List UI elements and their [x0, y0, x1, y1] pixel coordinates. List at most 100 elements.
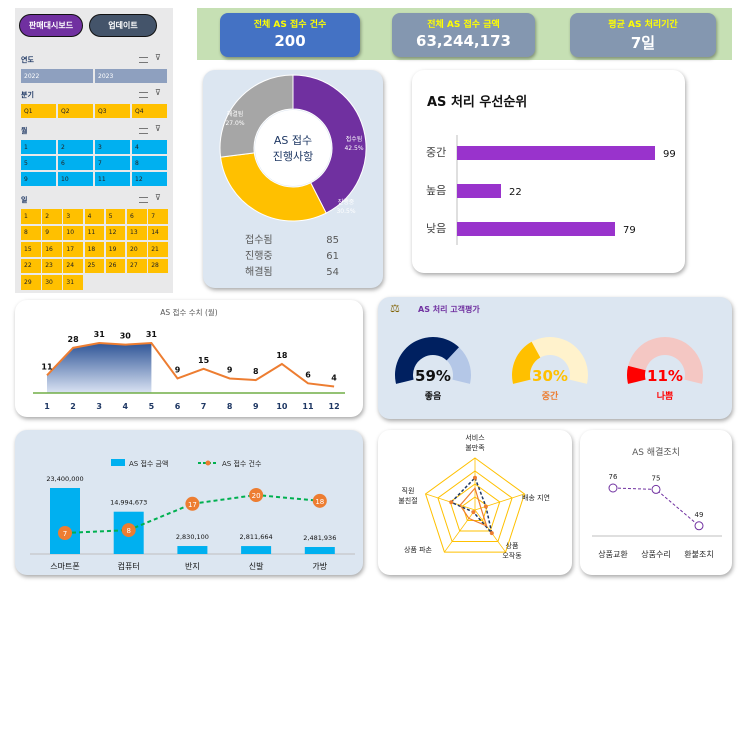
category-label: 높음 — [426, 184, 446, 197]
quarter-slicer-item[interactable]: Q2 — [58, 104, 93, 118]
gauge-category-label: 나쁨 — [657, 390, 674, 402]
multi-select-icon[interactable] — [139, 57, 148, 63]
radar-point — [473, 475, 477, 480]
year-slicer-item[interactable]: 2022 — [21, 69, 93, 83]
day-slicer-item[interactable]: 19 — [105, 242, 126, 257]
count-marker — [249, 488, 264, 502]
day-slicer-item[interactable]: 10 — [63, 225, 83, 240]
day-slicer-item[interactable]: 31 — [63, 275, 83, 290]
day-slicer-item[interactable]: 13 — [127, 225, 147, 240]
radar-axis-label: 오작동 — [502, 551, 522, 560]
multi-select-icon[interactable] — [139, 92, 148, 98]
x-tick-label: 11 — [302, 402, 314, 411]
clear-filter-icon[interactable]: ⊽ — [155, 124, 161, 133]
chart-title: AS 처리 고객평가 — [418, 304, 480, 314]
clear-filter-icon[interactable]: ⊽ — [155, 88, 161, 97]
day-slicer-item[interactable]: 24 — [63, 258, 83, 273]
day-slicer-item[interactable]: 30 — [42, 275, 62, 290]
gauge-value-label: 30% — [532, 367, 568, 385]
quarter-slicer-title: 분기 — [21, 91, 34, 99]
kpi-label: 전체 AS 접수 금액 — [427, 20, 500, 30]
radar-point — [471, 510, 476, 515]
legend-label: AS 접수 금액 — [129, 460, 168, 468]
rating-gauges: ⚖ AS 처리 고객평가 59% 좋음 30% 중간 11% 나쁨 — [390, 302, 703, 402]
month-slicer-item[interactable]: 9 — [21, 172, 56, 186]
bar-value-label: 23,400,000 — [46, 475, 83, 483]
quarter-slicer-item[interactable]: Q3 — [95, 104, 130, 118]
day-slicer-item[interactable]: 17 — [63, 242, 83, 257]
day-slicer-item[interactable]: 8 — [21, 225, 41, 240]
legend-label: AS 접수 건수 — [222, 459, 262, 468]
data-label: 18 — [276, 351, 288, 360]
monthly-area-chart: AS 접수 수치 (월)1112823133043159615798891810… — [33, 307, 345, 411]
day-slicer-item[interactable]: 14 — [148, 225, 168, 240]
day-slicer-item[interactable]: 1 — [21, 209, 41, 224]
kpi-label: 평균 AS 처리기간 — [608, 20, 678, 30]
day-slicer-item[interactable]: 12 — [105, 225, 126, 240]
month-slicer-item[interactable]: 11 — [95, 172, 130, 186]
product-combo-card: AS 접수 금액 AS 접수 건수 23,400,000 스마트폰 14,994,673… — [15, 430, 363, 575]
x-tick-label: 1 — [44, 402, 50, 411]
amount-bar — [241, 546, 272, 554]
bar — [457, 184, 501, 198]
day-slicer-item[interactable]: 21 — [148, 242, 168, 257]
day-slicer-item[interactable]: 23 — [42, 258, 62, 273]
month-slicer-item[interactable]: 7 — [95, 156, 130, 170]
clear-filter-icon[interactable]: ⊽ — [155, 193, 161, 202]
chart-title: AS 처리 우선순위 — [427, 94, 527, 110]
day-slicer-item[interactable]: 20 — [127, 242, 147, 257]
bar-value-label: 2,811,664 — [240, 533, 273, 541]
month-slicer-item[interactable]: 8 — [132, 156, 167, 170]
x-tick-label: 3 — [96, 402, 102, 411]
day-slicer-item[interactable]: 4 — [84, 209, 105, 224]
day-slicer-item[interactable]: 28 — [148, 258, 168, 273]
day-slicer-item[interactable]: 2 — [42, 209, 62, 224]
month-slicer-item[interactable]: 12 — [132, 172, 167, 186]
year-slicer-item[interactable]: 2023 — [95, 69, 167, 83]
month-slicer-item[interactable]: 4 — [132, 140, 167, 154]
update-button[interactable]: 업데이트 — [89, 14, 157, 37]
month-slicer-item[interactable]: 3 — [95, 140, 130, 154]
day-slicer-item[interactable]: 18 — [84, 242, 105, 257]
kpi-value: 200 — [274, 32, 306, 50]
month-slicer-item[interactable]: 10 — [58, 172, 93, 186]
donut-slice — [292, 74, 367, 214]
day-slicer-item[interactable]: 22 — [21, 258, 41, 273]
month-slicer-item[interactable]: 2 — [58, 140, 93, 154]
count-value-label: 18 — [315, 498, 324, 506]
day-slicer-item[interactable]: 16 — [42, 242, 62, 257]
multi-select-icon[interactable] — [139, 197, 148, 203]
day-slicer-item[interactable]: 15 — [21, 242, 41, 257]
clear-filter-icon[interactable]: ⊽ — [155, 53, 161, 62]
filter-panel: 판매대시보드 업데이트 연도 ⊽ 분기 ⊽ 월 ⊽ 일 ⊽ 2022 2023 Q1… — [15, 8, 173, 293]
day-slicer-item[interactable]: 5 — [105, 209, 126, 224]
multi-select-icon[interactable] — [139, 128, 148, 134]
monthly-chart-card: AS 접수 수치 (월) 11 1 28 2 31 3 30 4 31 5 9 6 15 7 9 8 8 9 18 10… — [15, 300, 363, 417]
month-slicer-item[interactable]: 5 — [21, 156, 56, 170]
legend-category: 해결됨 — [245, 265, 273, 278]
bar-value-label: 2,830,100 — [176, 533, 209, 541]
day-slicer-item[interactable]: 7 — [148, 209, 168, 224]
legend-value: 61 — [326, 251, 339, 262]
day-slicer-item[interactable]: 6 — [127, 209, 147, 224]
donut-hole — [255, 110, 331, 186]
radar-axis-label: 상품 파손 — [404, 545, 433, 554]
month-slicer-item[interactable]: 1 — [21, 140, 56, 154]
day-slicer-item[interactable]: 29 — [21, 275, 41, 290]
priority-card: AS 처리 우선순위 중간 99 높음 22 낮음 79 — [412, 70, 685, 273]
dashboard-button[interactable]: 판매대시보드 — [19, 14, 83, 37]
day-slicer-item[interactable]: 26 — [105, 258, 126, 273]
day-slicer-item[interactable]: 9 — [42, 225, 62, 240]
day-slicer-item[interactable]: 11 — [84, 225, 105, 240]
quarter-slicer-item[interactable]: Q4 — [132, 104, 167, 118]
month-slicer-item[interactable]: 6 — [58, 156, 93, 170]
month-slicer-title: 월 — [21, 127, 28, 135]
day-slicer-title: 일 — [21, 196, 28, 204]
day-slicer-item[interactable]: 25 — [84, 258, 105, 273]
day-slicer-item[interactable]: 27 — [127, 258, 147, 273]
category-label: 중간 — [426, 146, 446, 159]
quarter-slicer-item[interactable]: Q1 — [21, 104, 56, 118]
day-slicer-item[interactable]: 3 — [63, 209, 83, 224]
resolution-card: AS 해결조치 76 상품교환 75 상품수리 49 환불조치 — [580, 430, 732, 575]
